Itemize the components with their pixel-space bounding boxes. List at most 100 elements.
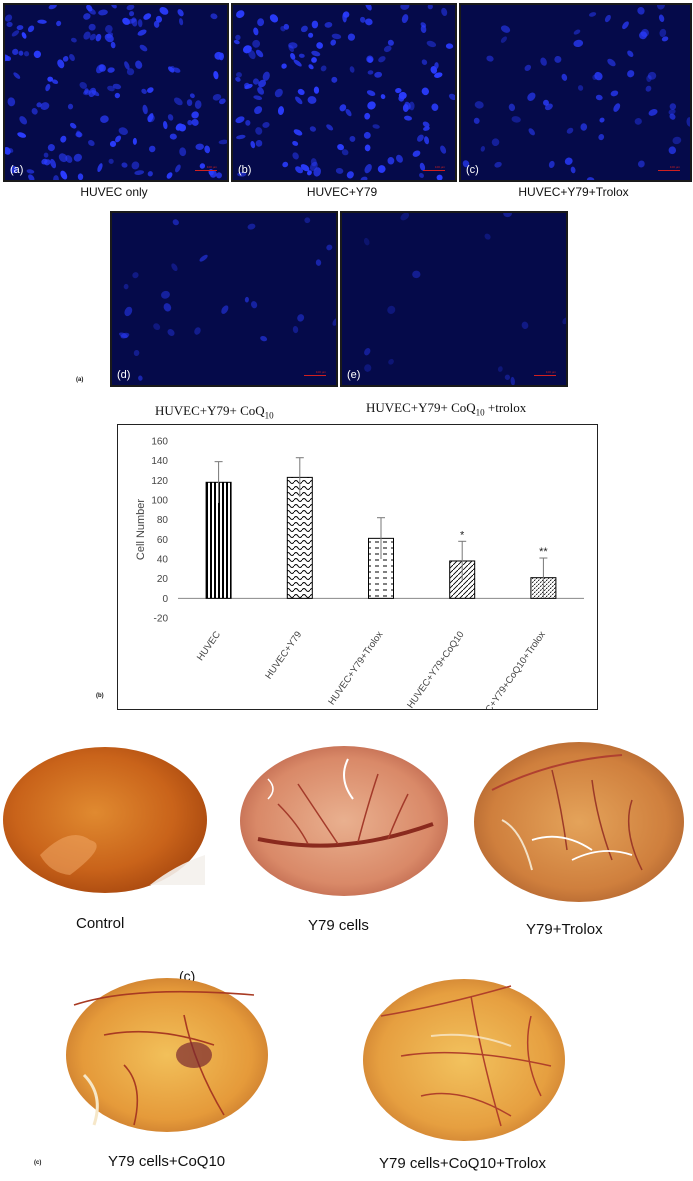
nucleus [12, 48, 19, 55]
nucleus [497, 366, 503, 372]
fluorescence-panel-a: (a) 100 µm [3, 3, 229, 182]
nucleus [431, 103, 439, 111]
significance-marker: * [460, 529, 465, 541]
nucleus [540, 57, 547, 66]
nucleus [88, 87, 97, 98]
nucleus [172, 67, 181, 73]
nucleus [247, 223, 256, 230]
nucleus [339, 104, 347, 112]
y-tick-label: 160 [151, 437, 168, 448]
nucleus [424, 136, 430, 145]
nucleus [668, 146, 677, 155]
nucleus [77, 173, 84, 180]
nucleus [155, 15, 163, 23]
nucleus [100, 115, 109, 123]
nucleus [627, 50, 634, 57]
nucleus [107, 67, 115, 73]
nucleus [349, 135, 356, 142]
nucleus [187, 119, 193, 126]
category-label: HUVEC+Y79 [263, 629, 304, 681]
nucleus [148, 145, 156, 153]
nucleus [374, 71, 383, 78]
nucleus [388, 358, 394, 365]
panel-letter: (d) [117, 369, 131, 381]
nucleus [430, 66, 438, 74]
nucleus [661, 36, 669, 42]
scale-bar: 100 µm [423, 165, 445, 171]
y-tick-label: 140 [151, 456, 168, 467]
nucleus [610, 90, 619, 97]
nucleus [315, 259, 322, 266]
nucleus [27, 25, 35, 33]
nucleus [168, 66, 175, 73]
nucleus [365, 18, 373, 26]
nucleus [669, 103, 677, 110]
scale-bar-text: 100 µm [434, 165, 445, 169]
y-tick-label: 20 [157, 574, 169, 585]
nucleus [304, 217, 311, 224]
nucleus [440, 145, 447, 154]
nucleus [599, 117, 605, 123]
nucleus [364, 164, 372, 174]
nucleus [324, 22, 333, 28]
nucleus [308, 32, 314, 38]
nucleus [345, 108, 352, 117]
nucleus [404, 101, 411, 110]
nucleus [380, 94, 386, 100]
nucleus [19, 116, 28, 125]
nucleus [307, 96, 317, 104]
nucleus [293, 59, 302, 67]
nucleus [404, 115, 412, 121]
nucleus [396, 154, 403, 163]
nucleus [297, 88, 305, 96]
nucleus [332, 317, 336, 326]
nucleus [126, 68, 135, 76]
nucleus [112, 83, 122, 90]
nucleus [262, 71, 270, 81]
nucleus [562, 317, 566, 325]
nucleus [167, 114, 174, 121]
y-tick-label: 120 [151, 476, 168, 487]
nucleus [331, 76, 338, 83]
significance-marker: ** [539, 546, 548, 558]
nucleus [419, 162, 426, 171]
nucleus [70, 122, 77, 129]
nucleus [132, 137, 137, 145]
nucleus [253, 27, 259, 36]
nucleus [53, 175, 59, 180]
nucleus [420, 25, 427, 34]
scale-bar: 100 µm [304, 370, 326, 376]
nucleus [367, 101, 376, 110]
nucleus [175, 123, 183, 131]
nucleus [308, 64, 314, 70]
nucleus [252, 78, 259, 85]
nuclei-image [119, 217, 336, 381]
panel-letter: (a) [10, 164, 24, 176]
nucleus [448, 93, 455, 101]
nucleus [163, 121, 168, 130]
nucleus [377, 165, 386, 173]
caption-panel-d: HUVEC+Y79+ CoQ10 [155, 403, 274, 421]
nucleus [191, 118, 199, 126]
cam-caption-coq10: Y79 cells+CoQ10 [108, 1153, 226, 1170]
nucleus [395, 87, 402, 94]
bar [286, 476, 313, 599]
nucleus [398, 91, 407, 100]
nucleus [16, 25, 24, 31]
nucleus [295, 166, 304, 174]
nucleus [282, 161, 289, 168]
nucleus [335, 167, 344, 174]
cam-image-coq10 [66, 978, 268, 1132]
nucleus [283, 23, 290, 30]
nucleus [500, 36, 507, 43]
nucleus [114, 92, 121, 99]
caption-text: HUVEC+Y79+ CoQ [366, 400, 476, 415]
nucleus [423, 126, 430, 131]
nucleus [561, 73, 568, 81]
nucleus [313, 167, 321, 177]
nucleus [400, 213, 410, 221]
nucleus [48, 5, 57, 10]
nucleus [86, 5, 93, 12]
nucleus [58, 153, 68, 163]
nucleus [129, 11, 135, 17]
